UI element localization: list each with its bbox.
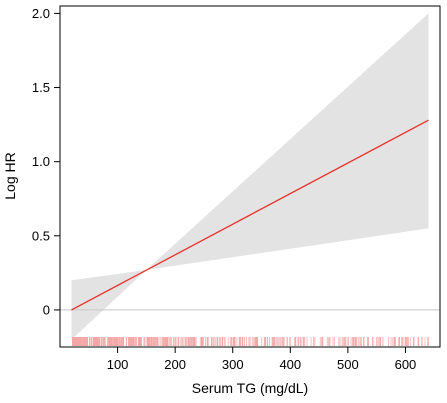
confidence-band — [71, 13, 429, 340]
x-axis-ticks: 100 200 300 400 500 600 — [107, 347, 417, 372]
y-tick-label: 0 — [43, 302, 50, 317]
y-tick-label: 1.0 — [32, 154, 50, 169]
y-axis-ticks: 0 0.5 1.0 1.5 2.0 — [32, 6, 60, 317]
x-tick-label: 600 — [395, 357, 417, 372]
x-tick-label: 500 — [337, 357, 359, 372]
plot-frame — [59, 5, 441, 348]
x-axis-title: Serum TG (mg/dL) — [192, 380, 308, 396]
x-tick-label: 100 — [107, 357, 129, 372]
fit-line-layer — [71, 119, 429, 311]
confidence-band-layer — [71, 13, 429, 340]
x-tick-label: 400 — [279, 357, 301, 372]
y-axis-title: Log HR — [2, 152, 18, 199]
y-tick-label: 1.5 — [32, 80, 50, 95]
x-tick-label: 300 — [222, 357, 244, 372]
x-tick-label: 200 — [164, 357, 186, 372]
rug-marks — [72, 337, 429, 346]
y-tick-label: 2.0 — [32, 6, 50, 21]
fit-line — [71, 119, 429, 311]
y-tick-label: 0.5 — [32, 228, 50, 243]
